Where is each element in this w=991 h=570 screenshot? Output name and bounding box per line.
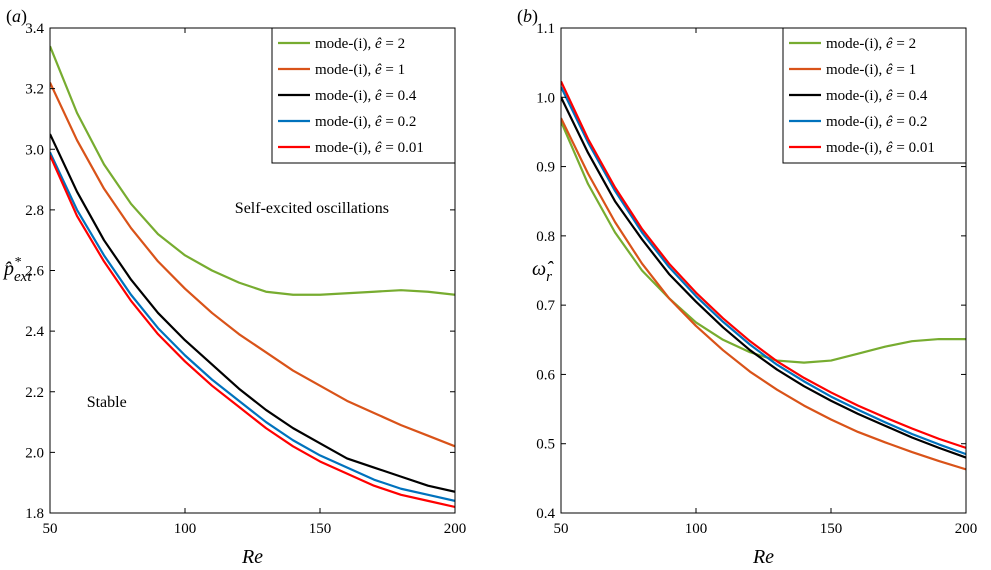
y-tick-label: 2.0	[25, 445, 44, 461]
panel-label: (a)	[6, 6, 27, 27]
legend-entry: mode-(i), ê = 0.2	[826, 114, 927, 130]
y-tick-label: 0.8	[536, 229, 555, 245]
y-tick-label: 3.2	[25, 82, 44, 98]
series-line-1	[50, 82, 455, 448]
y-tick-label: 3.0	[25, 142, 44, 158]
y-tick-label: 1.8	[25, 506, 44, 522]
legend-entry: mode-(i), ê = 1	[315, 62, 405, 78]
legend-entry: mode-(i), ê = 0.01	[315, 140, 424, 156]
x-axis-label: Re	[241, 546, 263, 568]
x-tick-label: 50	[554, 521, 569, 537]
y-tick-label: 0.9	[536, 160, 555, 176]
x-tick-label: 200	[955, 521, 978, 537]
legend-entry: mode-(i), ê = 1	[826, 62, 916, 78]
y-tick-label: 0.6	[536, 367, 555, 383]
annotation-1: Stable	[87, 394, 127, 411]
series-line-4	[561, 80, 966, 449]
y-tick-label: 2.6	[25, 264, 44, 280]
x-tick-label: 100	[174, 521, 197, 537]
legend-entry: mode-(i), ê = 0.4	[826, 88, 928, 104]
y-tick-label: 0.5	[536, 437, 555, 453]
panel-a: 50 100 150 200 1.8 2.0 2.2 2.4 2.6 2.8 3.0 3.2 3.4 Re…	[2, 6, 466, 568]
y-tick-label: 2.4	[25, 324, 44, 340]
y-tick-label: 1.0	[536, 90, 555, 106]
y-tick-label: 3.4	[25, 21, 44, 37]
series-line-4	[50, 154, 455, 509]
series-line-2	[561, 96, 966, 459]
legend-entry: mode-(i), ê = 2	[826, 36, 916, 52]
series-line-0	[50, 45, 455, 296]
x-tick-label: 100	[685, 521, 708, 537]
series-line-3	[561, 86, 966, 456]
x-tick-label: 50	[43, 521, 58, 537]
series-line-1	[561, 117, 966, 471]
panel-b: 50 100 150 200 0.4 0.5 0.6 0.7 0.8 0.9 1.0 1.1 Re ω̂r…	[517, 6, 977, 568]
legend-entry: mode-(i), ê = 0.2	[315, 114, 416, 130]
panel-label: (b)	[517, 6, 538, 27]
x-tick-label: 150	[820, 521, 843, 537]
y-axis-label: ω̂r	[532, 258, 554, 285]
x-tick-label: 200	[444, 521, 467, 537]
series-line-0	[561, 121, 966, 364]
y-tick-label: 1.1	[536, 21, 555, 37]
legend-entry: mode-(i), ê = 2	[315, 36, 405, 52]
y-axis-label: p̂* ext	[2, 255, 32, 285]
y-tick-label: 2.2	[25, 385, 44, 401]
legend: mode-(i), ê = 2 mode-(i), ê = 1 mode-(i), …	[271, 27, 456, 164]
legend-entry: mode-(i), ê = 0.4	[315, 88, 417, 104]
y-tick-label: 2.8	[25, 203, 44, 219]
y-tick-label: 0.4	[536, 506, 555, 522]
legend: mode-(i), ê = 2 mode-(i), ê = 1 mode-(i), …	[782, 27, 967, 164]
series-line-3	[50, 151, 455, 502]
annotation-0: Self-excited oscillations	[235, 200, 389, 217]
x-tick-label: 150	[309, 521, 332, 537]
legend-entry: mode-(i), ê = 0.01	[826, 140, 935, 156]
y-tick-label: 0.7	[536, 298, 555, 314]
axes-frame	[560, 27, 967, 514]
x-axis-label: Re	[752, 546, 774, 568]
series-line-2	[50, 133, 455, 493]
